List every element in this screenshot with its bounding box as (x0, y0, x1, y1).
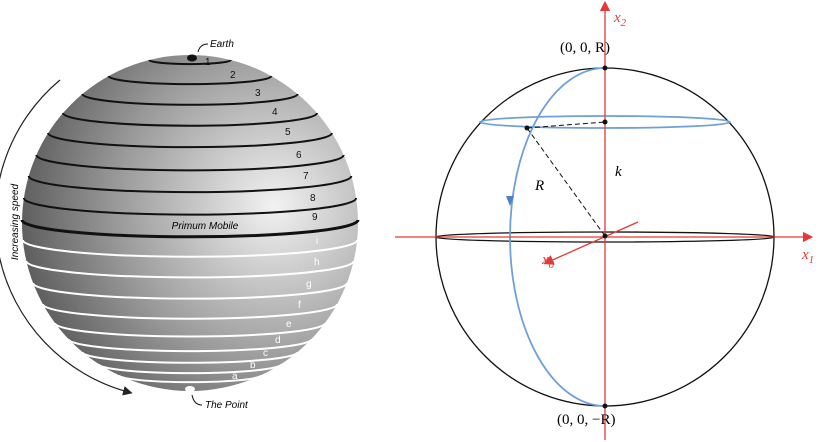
shell-letter: h (314, 257, 320, 268)
shell-line (97, 363, 283, 375)
shell-line (25, 260, 355, 279)
shell-number: 7 (303, 171, 309, 182)
shell-line (107, 75, 273, 86)
shell-letter: f (298, 300, 301, 311)
point (524, 125, 530, 131)
coordinate-sphere: (0, 0, R) (0, 0, −R) R k x2 x1 x0 (395, 0, 814, 440)
speed-label: Increasing speed (10, 183, 21, 260)
shell-number: 6 (296, 150, 302, 161)
speed-arrow (0, 79, 133, 396)
shell-number: 5 (285, 127, 291, 138)
point (602, 233, 608, 239)
R-dashed (526, 127, 606, 237)
shell-line (62, 112, 318, 127)
point-pointer (191, 394, 203, 406)
point-dot (185, 386, 195, 392)
shell-line (117, 374, 263, 384)
shell-line (47, 132, 333, 149)
point (602, 403, 608, 409)
point (602, 65, 608, 71)
height-label: k (615, 164, 622, 180)
shell-line (41, 303, 339, 320)
sphere (22, 55, 358, 391)
earth-label: Earth (210, 39, 234, 50)
point-label: The Point (205, 400, 249, 411)
shell-number: 9 (312, 212, 318, 223)
x0-axis (543, 221, 639, 265)
point (602, 119, 608, 125)
shell-line (22, 197, 358, 216)
radius-dashed (526, 121, 606, 129)
shell-number: 4 (272, 107, 278, 118)
meridian-arrow (506, 196, 514, 206)
shell-number: 8 (310, 193, 316, 204)
shell-letter: a (232, 371, 238, 382)
shell-number: 3 (255, 88, 261, 99)
shell-number: 1 (205, 57, 211, 68)
shell-line (148, 59, 232, 66)
shell-line (81, 351, 299, 364)
x0-label: x0 (541, 252, 555, 271)
celestial-sphere: Increasing speed Earth The Point Primum … (0, 39, 360, 411)
shell-letter: d (275, 335, 281, 346)
shell-line (32, 282, 348, 300)
shell-line (20, 219, 360, 239)
earth-dot (187, 54, 197, 62)
radius-label: R (534, 178, 544, 194)
shell-letter: i (316, 236, 318, 247)
shell-letter: c (263, 348, 268, 359)
shell-line (81, 93, 299, 106)
bottom-point-label: (0, 0, −R) (557, 412, 615, 428)
x1-label: x1 (801, 247, 814, 266)
primum-mobile-label: Primum Mobile (172, 221, 239, 232)
earth-pointer (197, 43, 209, 53)
x2-label: x2 (613, 10, 627, 29)
shell-line (35, 154, 345, 172)
shell-letter: g (306, 279, 312, 290)
shell-number: 2 (230, 70, 236, 81)
shell-letter: b (250, 360, 256, 371)
shell-line (67, 338, 313, 353)
shell-letter: e (286, 319, 292, 330)
shell-line (27, 175, 353, 194)
shell-line (54, 322, 326, 338)
top-point-label: (0, 0, R) (560, 40, 610, 56)
shell-line (21, 239, 359, 258)
